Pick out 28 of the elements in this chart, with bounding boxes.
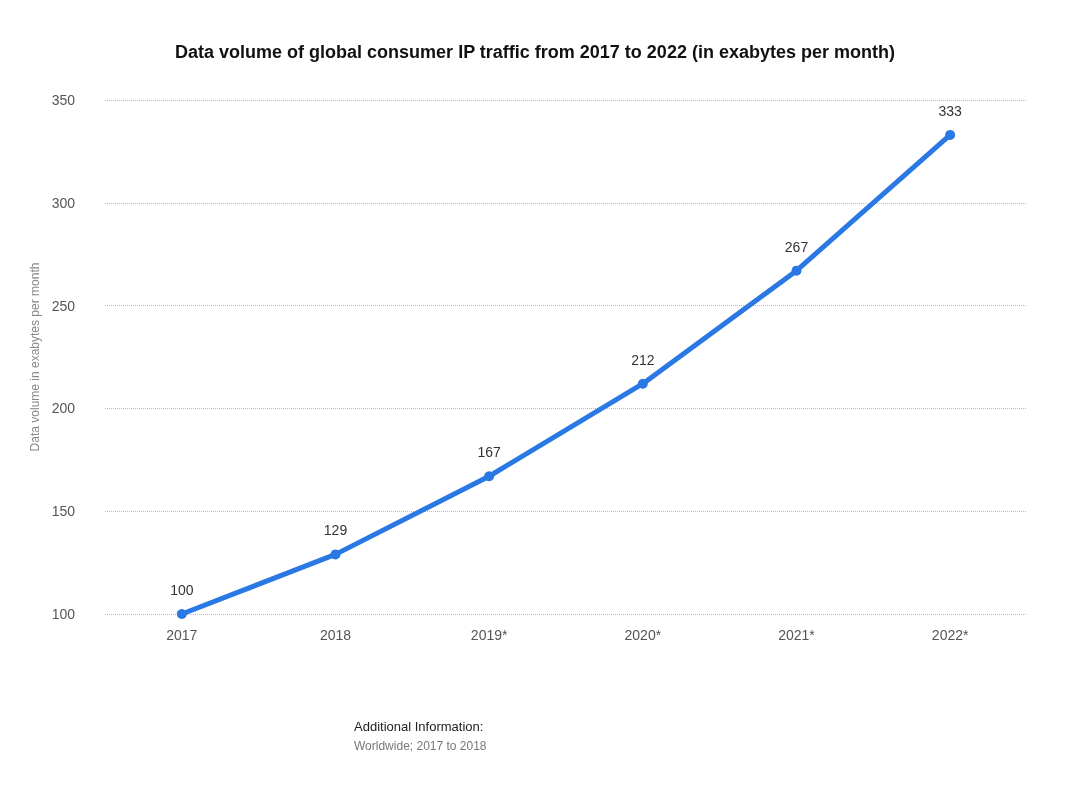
y-tick-label: 200	[51, 400, 76, 417]
data-label: 212	[631, 351, 655, 368]
chart-title: Data volume of global consumer IP traffic from 2017 to 2022 (in exabytes per month)	[175, 42, 895, 62]
y-tick-label: 300	[51, 194, 76, 211]
text: Additional Information:	[354, 719, 484, 734]
x-tick-label: 2019*	[470, 627, 509, 643]
y-tick-label: 250	[51, 297, 76, 314]
text: Worldwide; 2017 to 2018	[354, 739, 487, 753]
data-label: 129	[323, 522, 348, 539]
y-tick-label: 150	[51, 503, 76, 520]
x-tick-label: 2022*	[931, 627, 970, 643]
point	[176, 609, 187, 619]
point	[637, 378, 648, 389]
point	[484, 471, 495, 482]
y-tick-label: 350	[51, 92, 76, 108]
y-tick-label: 100	[51, 606, 76, 622]
data-label: 100	[170, 582, 194, 598]
x-tick-label: 2017	[166, 627, 198, 643]
x-tick-label: 2020*	[624, 627, 662, 643]
data-label: 333	[938, 102, 963, 119]
y-axis-title: Data volume in exabytes per month	[27, 262, 42, 452]
point	[330, 549, 341, 560]
x-tick-label: 2021*	[778, 627, 816, 643]
data-label: 267	[784, 238, 809, 255]
point	[945, 129, 956, 140]
data-label: 167	[477, 444, 502, 461]
point	[791, 265, 802, 276]
x-tick-label: 2018	[319, 627, 352, 643]
